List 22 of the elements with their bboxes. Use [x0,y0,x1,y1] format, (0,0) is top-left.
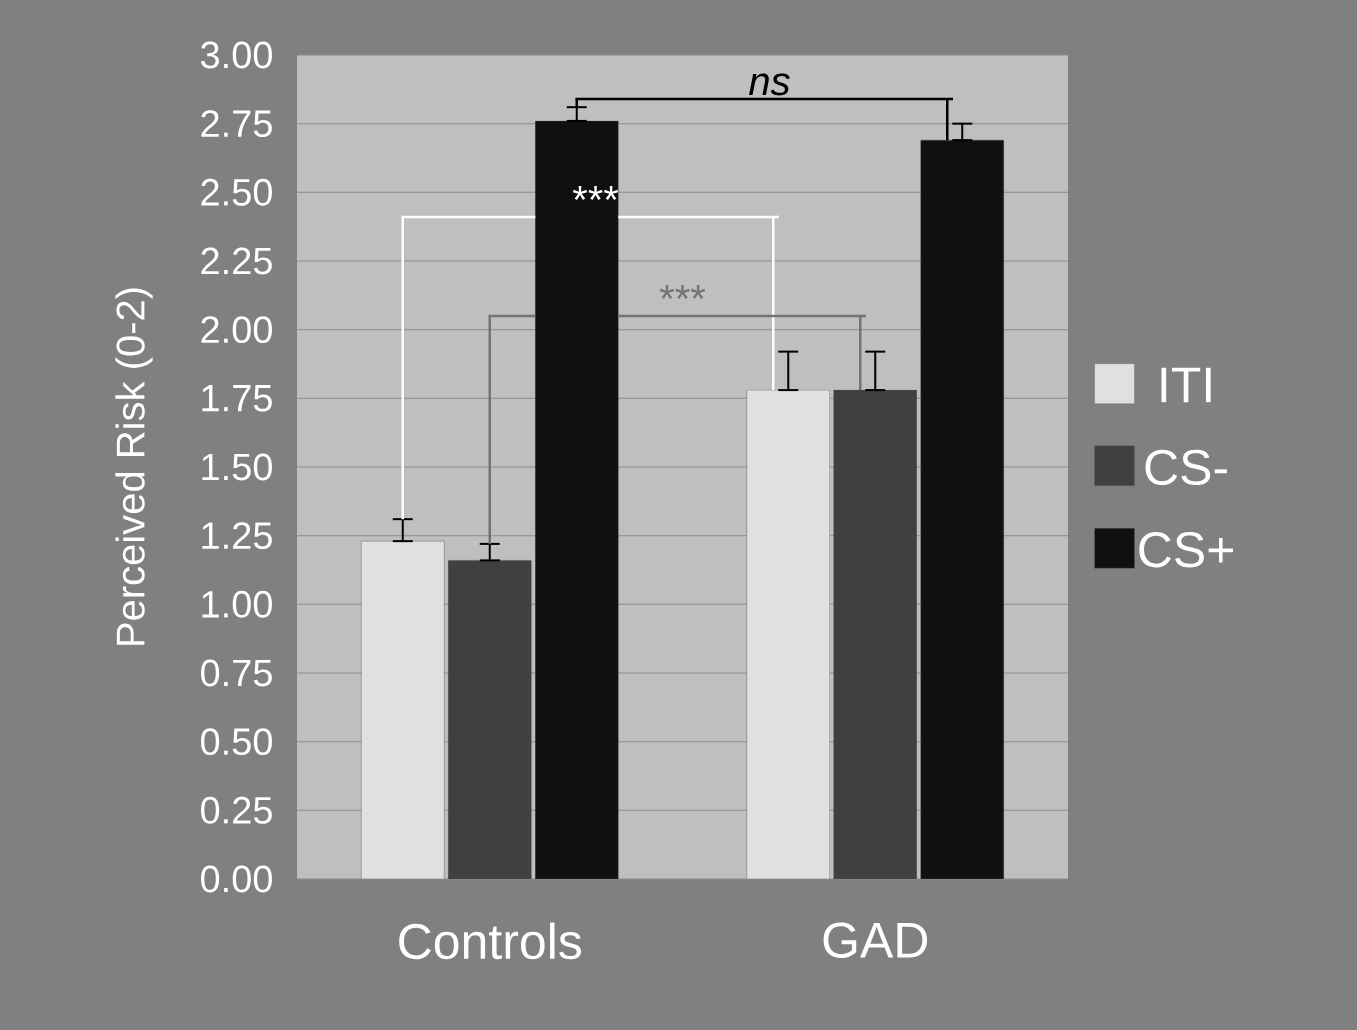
x-tick-label: Controls [399,922,582,960]
annotation: ns [749,73,790,96]
y-tick-label: 2.25 [201,247,272,275]
y-axis-title: Perceived Risk (0-2) [115,288,153,645]
y-tick-label: 3.00 [200,41,272,69]
y-tick-label: 1.25 [202,522,272,550]
y-tick-label: 2.50 [201,178,272,206]
y-tick-label: 1.00 [202,590,272,618]
legend-label: CS- [1145,449,1227,486]
legend-label: CS+ [1139,532,1233,568]
y-tick-label: 1.75 [202,385,272,412]
legend-label: ITI [1161,367,1211,403]
annotation: *** [572,186,619,201]
y-tick-label: 2.75 [201,110,272,138]
y-tick-label: 1.50 [202,453,272,481]
y-tick-label: 0.50 [201,728,272,756]
y-tick-label: 0.75 [201,659,272,687]
y-tick-label: 2.00 [201,316,272,344]
y-tick-label: 0.25 [201,796,272,824]
annotation: *** [659,284,706,299]
y-tick-label: 0.00 [201,865,272,893]
x-tick-label: GAD [823,922,928,958]
